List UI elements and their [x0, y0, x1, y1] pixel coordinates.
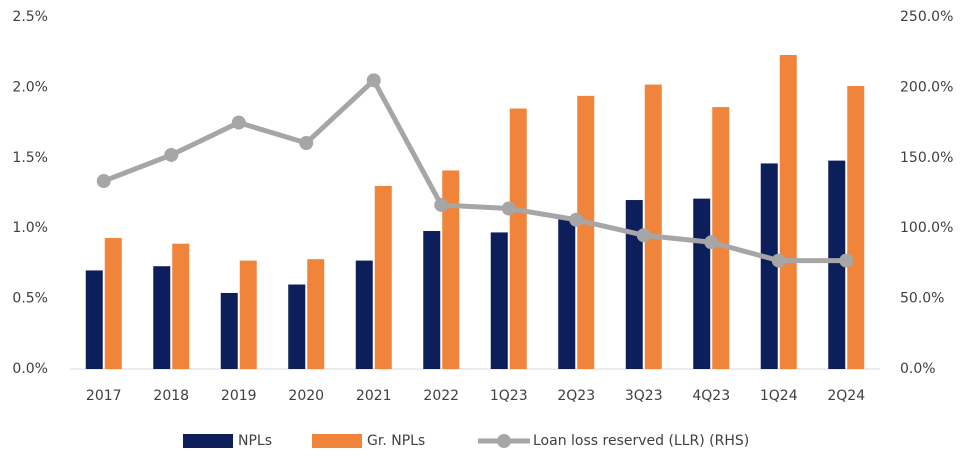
line-marker: [839, 253, 854, 268]
bar: [779, 55, 797, 370]
line-marker: [501, 201, 516, 216]
bar: [288, 284, 306, 369]
x-tick-label: 2018: [153, 388, 189, 404]
bar: [760, 163, 778, 369]
y-tick-label: 1.0%: [12, 220, 48, 236]
x-tick-label: 1Q23: [490, 388, 528, 404]
y2-tick-label: 200.0%: [900, 79, 953, 95]
line-marker: [164, 147, 179, 162]
x-tick-label: 2021: [356, 388, 392, 404]
bar: [490, 232, 508, 369]
x-tick-label: 2022: [423, 388, 459, 404]
bar: [374, 185, 392, 369]
bar: [712, 107, 730, 369]
legend-swatch: [497, 434, 511, 448]
x-tick-label: 4Q23: [692, 388, 730, 404]
bar: [577, 95, 595, 370]
legend-label: Loan loss reserved (LLR) (RHS): [533, 433, 749, 449]
bar: [847, 85, 865, 369]
y-tick-label: 1.5%: [12, 150, 48, 166]
bar: [220, 292, 238, 369]
bar: [85, 270, 103, 369]
bar: [625, 200, 643, 369]
line-marker: [704, 235, 719, 250]
y2-tick-label: 250.0%: [900, 9, 953, 25]
x-tick-label: 2017: [86, 388, 122, 404]
line: [102, 77, 847, 264]
legend-label: NPLs: [238, 433, 272, 449]
bar: [172, 243, 190, 369]
bar: [442, 170, 460, 369]
bar: [644, 84, 662, 370]
line-marker: [771, 253, 786, 268]
bar: [558, 218, 576, 369]
legend-swatch: [183, 434, 233, 448]
bar: [307, 259, 325, 369]
legend-label: Gr. NPLs: [367, 433, 425, 449]
y-tick-label: 0.0%: [12, 361, 48, 377]
bar: [355, 260, 373, 369]
y2-tick-label: 150.0%: [900, 150, 953, 166]
line-marker: [299, 136, 314, 151]
y2-tick-label: 100.0%: [900, 220, 953, 236]
y2-tick-label: 50.0%: [900, 291, 944, 307]
y-tick-label: 2.5%: [12, 9, 48, 25]
x-tick-label: 1Q24: [760, 388, 798, 404]
line-marker: [636, 228, 651, 243]
x-tick-label: 2Q24: [827, 388, 865, 404]
bar: [423, 231, 441, 369]
bar: [104, 238, 122, 369]
x-tick-label: 2Q23: [557, 388, 595, 404]
y2-tick-label: 0.0%: [900, 361, 936, 377]
line-marker: [434, 197, 449, 212]
legend-swatch: [312, 434, 362, 448]
bar: [509, 108, 527, 370]
bar: [239, 260, 257, 369]
x-tick-label: 3Q23: [625, 388, 663, 404]
y-tick-label: 2.0%: [12, 79, 48, 95]
x-tick-label: 2020: [288, 388, 324, 404]
bar: [693, 198, 711, 369]
x-tick-label: 2019: [221, 388, 257, 404]
bar: [828, 160, 846, 369]
line-marker: [569, 212, 584, 227]
line-marker: [231, 115, 246, 130]
line-marker: [366, 73, 381, 88]
y-tick-label: 0.5%: [12, 291, 48, 307]
line-marker: [96, 174, 111, 189]
bar: [153, 266, 171, 369]
